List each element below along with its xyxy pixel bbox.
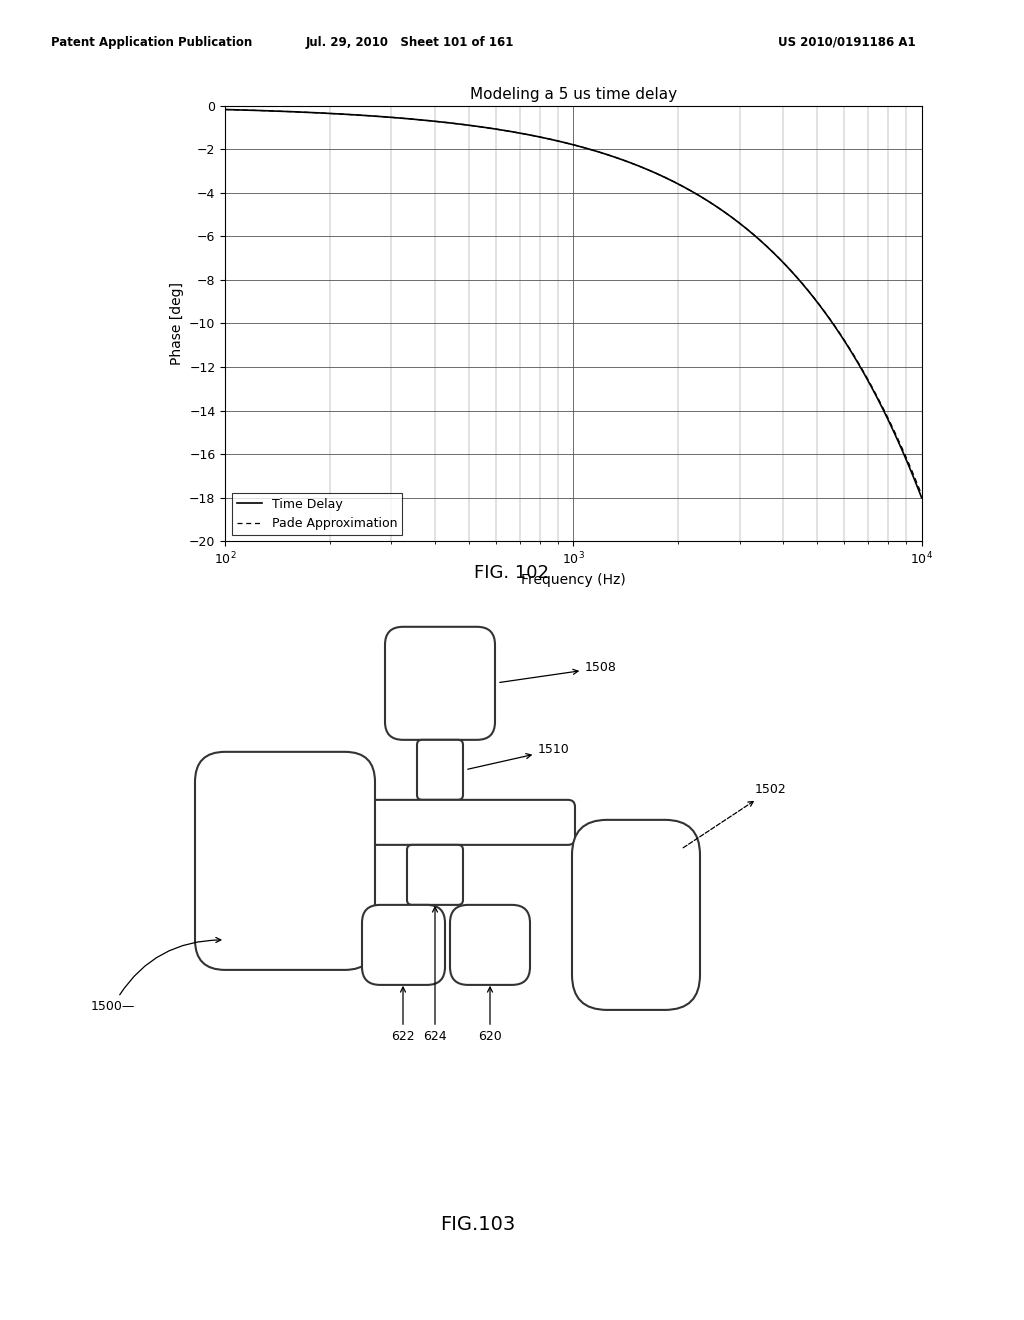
Pade Approximation — [915, 487, 928, 503]
Time Delay — [299, 104, 311, 120]
Text: 1510: 1510 — [468, 743, 569, 770]
Pade Approximation — [826, 315, 839, 331]
FancyBboxPatch shape — [572, 820, 700, 1010]
Y-axis label: Phase [deg]: Phase [deg] — [170, 282, 183, 364]
Time Delay — [915, 490, 928, 506]
Title: Modeling a 5 us time delay: Modeling a 5 us time delay — [470, 87, 677, 102]
Pade Approximation — [219, 102, 231, 117]
Text: 1500—: 1500— — [91, 937, 221, 1012]
Line: Time Delay: Time Delay — [225, 110, 922, 498]
Line: Pade Approximation: Pade Approximation — [225, 110, 922, 495]
FancyBboxPatch shape — [362, 906, 445, 985]
Text: Jul. 29, 2010   Sheet 101 of 161: Jul. 29, 2010 Sheet 101 of 161 — [305, 36, 514, 49]
Pade Approximation — [516, 125, 528, 141]
Time Delay — [219, 102, 231, 117]
Text: 624: 624 — [423, 907, 446, 1043]
X-axis label: Frequency (Hz): Frequency (Hz) — [521, 573, 626, 587]
FancyBboxPatch shape — [305, 800, 575, 845]
Text: FIG. 102: FIG. 102 — [474, 564, 550, 582]
Time Delay — [340, 107, 352, 123]
FancyBboxPatch shape — [407, 845, 463, 906]
Pade Approximation — [486, 120, 499, 136]
Time Delay — [826, 315, 839, 331]
Text: 1502: 1502 — [682, 783, 786, 849]
Legend: Time Delay, Pade Approximation: Time Delay, Pade Approximation — [231, 492, 402, 535]
Time Delay — [902, 455, 914, 471]
Text: 1508: 1508 — [500, 661, 616, 682]
Pade Approximation — [902, 453, 914, 469]
Text: FIG.103: FIG.103 — [440, 1216, 515, 1234]
FancyBboxPatch shape — [385, 627, 495, 739]
Pade Approximation — [299, 104, 311, 120]
Time Delay — [486, 120, 499, 136]
FancyBboxPatch shape — [450, 906, 530, 985]
FancyBboxPatch shape — [195, 752, 375, 970]
Pade Approximation — [340, 107, 352, 123]
Text: 620: 620 — [478, 987, 502, 1043]
Text: 622: 622 — [391, 987, 415, 1043]
Text: US 2010/0191186 A1: US 2010/0191186 A1 — [778, 36, 915, 49]
FancyBboxPatch shape — [417, 739, 463, 800]
Text: Patent Application Publication: Patent Application Publication — [51, 36, 253, 49]
Time Delay — [516, 125, 528, 141]
